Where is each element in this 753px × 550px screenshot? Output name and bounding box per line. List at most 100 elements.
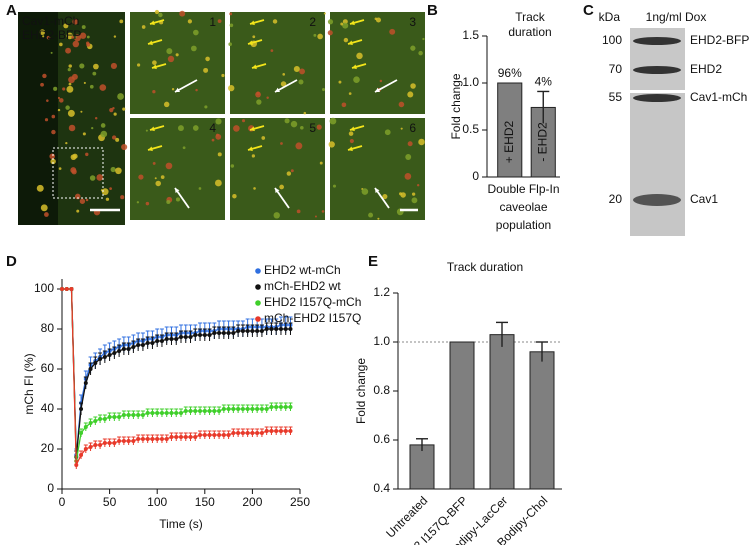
data-point <box>231 407 236 411</box>
blob <box>261 136 266 140</box>
blob <box>273 212 280 219</box>
data-point <box>69 287 74 291</box>
data-point <box>221 331 226 335</box>
data-point <box>88 445 93 449</box>
blob <box>280 142 283 145</box>
y-tick-label: 0.4 <box>373 481 390 495</box>
blob <box>211 138 215 142</box>
blob <box>328 141 335 148</box>
data-point <box>202 433 207 437</box>
panel-label: C <box>583 2 594 19</box>
arrow-head <box>275 87 280 93</box>
data-point <box>121 347 126 351</box>
blob <box>399 192 403 196</box>
data-point <box>117 349 122 353</box>
data-point <box>126 413 131 417</box>
blob <box>112 107 115 110</box>
blob <box>255 91 261 98</box>
blob <box>39 29 46 35</box>
y-tick-label: 1.0 <box>462 75 479 89</box>
data-point <box>245 407 250 411</box>
data-point <box>183 435 188 439</box>
band <box>633 66 681 74</box>
blob <box>356 52 363 60</box>
blob <box>253 187 256 190</box>
blob <box>229 12 233 16</box>
data-point <box>202 409 207 413</box>
bar <box>449 341 475 490</box>
zoom-box <box>52 147 104 199</box>
blob <box>205 56 210 62</box>
blob <box>313 33 317 37</box>
blob <box>79 198 86 204</box>
legend-marker <box>255 300 261 306</box>
blob <box>155 180 161 187</box>
data-point <box>283 405 288 409</box>
blob <box>317 33 323 40</box>
frame-number: 2 <box>309 15 316 29</box>
panel-label: E <box>368 253 378 270</box>
blob <box>145 129 148 132</box>
blob <box>400 127 403 130</box>
blob <box>195 88 198 92</box>
data-point <box>121 439 126 443</box>
chart-title: duration <box>508 25 551 39</box>
blob <box>101 188 109 196</box>
legend-label: mCh-EHD2 wt <box>264 279 341 293</box>
band-label: Cav1-mCh <box>690 90 747 104</box>
arrow-head <box>175 87 180 93</box>
data-point <box>207 333 212 337</box>
data-point <box>193 333 198 337</box>
chart-title: Track duration <box>447 260 523 274</box>
data-point <box>155 411 160 415</box>
blob <box>68 64 72 68</box>
blob <box>332 184 336 188</box>
blob <box>167 55 175 63</box>
blob <box>51 114 56 119</box>
blob <box>229 23 234 28</box>
data-point <box>198 409 203 413</box>
data-point <box>183 335 188 339</box>
blob <box>68 76 75 84</box>
blob <box>79 32 87 39</box>
data-point <box>269 327 274 331</box>
data-point <box>155 339 160 343</box>
blob <box>113 112 117 116</box>
x-axis-label: population <box>496 218 551 232</box>
blob <box>42 35 45 38</box>
blob <box>295 142 303 150</box>
bar-annotation: 4% <box>535 75 553 89</box>
x-tick-label: 200 <box>242 495 262 509</box>
blob <box>154 9 160 15</box>
blob <box>109 108 114 113</box>
frame-number: 5 <box>309 121 316 135</box>
blob <box>82 132 86 136</box>
data-point <box>278 429 283 433</box>
arrow-head <box>375 87 380 93</box>
arrow-head <box>350 126 355 132</box>
data-point <box>278 405 283 409</box>
blob <box>67 109 75 117</box>
bar <box>497 82 523 178</box>
data-point <box>202 333 207 337</box>
data-point <box>74 463 79 467</box>
legend-label: EHD2 I157Q-mCh <box>264 295 361 309</box>
data-point <box>93 361 98 365</box>
data-point <box>217 433 222 437</box>
data-point <box>102 355 107 359</box>
blob <box>110 62 117 70</box>
data-point <box>264 327 269 331</box>
blob <box>348 92 352 95</box>
legend-marker <box>255 284 261 290</box>
data-point <box>64 287 69 291</box>
blob <box>79 63 85 69</box>
bar-label: + EHD2 <box>502 121 516 164</box>
x-axis-label: caveolae <box>499 200 547 214</box>
blob <box>340 22 344 26</box>
blob <box>418 50 423 56</box>
data-point <box>188 435 193 439</box>
data-point <box>226 407 231 411</box>
data-point <box>150 341 155 345</box>
blob <box>113 35 117 38</box>
blob <box>80 110 83 113</box>
